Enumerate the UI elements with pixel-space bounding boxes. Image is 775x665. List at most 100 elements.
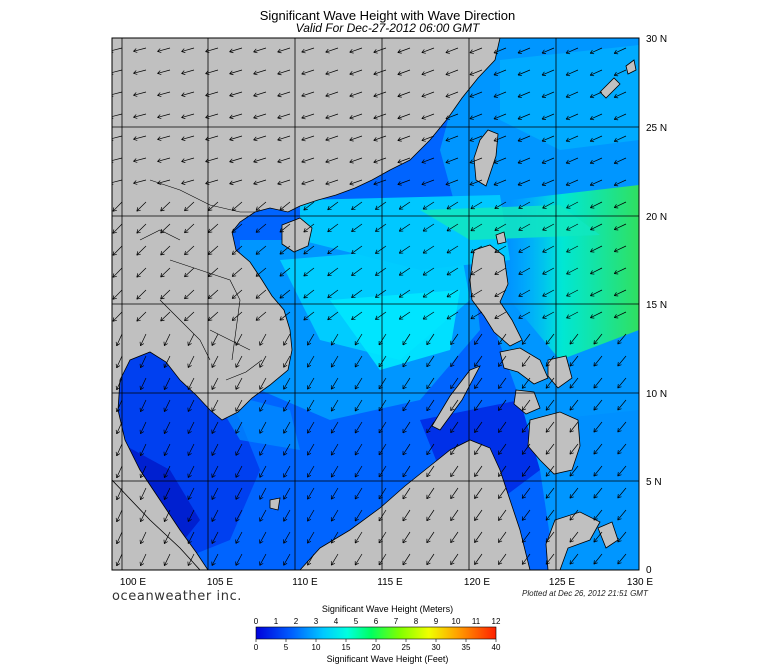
wave-arrow-head bbox=[301, 180, 305, 185]
wave-arrow-head bbox=[378, 452, 383, 456]
wave-arrow bbox=[164, 487, 171, 500]
wave-arrow-head bbox=[422, 271, 426, 276]
wave-arrow bbox=[259, 355, 267, 368]
wave-arrow-head bbox=[565, 181, 569, 186]
wave-arrow-head bbox=[470, 293, 474, 297]
wave-arrow-head bbox=[569, 474, 574, 477]
wave-arrow bbox=[187, 443, 195, 456]
wave-arrow bbox=[112, 289, 123, 300]
wave-arrow bbox=[402, 421, 411, 434]
wave-arrow bbox=[470, 201, 483, 210]
wave-arrow bbox=[545, 333, 555, 345]
wave-arrow-head bbox=[421, 140, 426, 142]
wave-arrow bbox=[373, 69, 387, 75]
wave-arrow bbox=[277, 47, 291, 53]
wave-arrow bbox=[283, 333, 291, 346]
colorbar-feet-label: 15 bbox=[342, 643, 351, 652]
wave-arrow bbox=[181, 113, 195, 118]
wave-arrow-head bbox=[205, 117, 210, 120]
green-streak bbox=[420, 205, 600, 240]
wave-arrow bbox=[205, 113, 219, 118]
wave-arrow bbox=[517, 91, 531, 98]
wave-arrow bbox=[422, 201, 435, 210]
wave-arrow-head bbox=[116, 541, 121, 545]
wave-arrow bbox=[112, 223, 123, 234]
wave-arrow-head bbox=[255, 253, 261, 255]
wave-arrow-head bbox=[522, 430, 527, 433]
wave-arrow-head bbox=[426, 364, 431, 368]
wave-arrow-head bbox=[349, 183, 354, 186]
wave-arrow bbox=[521, 553, 531, 565]
wave-arrow-head bbox=[378, 518, 383, 522]
colorbar-meter-label: 1 bbox=[274, 617, 279, 626]
wave-arrow bbox=[498, 487, 507, 499]
wave-arrow-head bbox=[253, 70, 257, 75]
wave-arrow-head bbox=[205, 136, 209, 140]
wave-arrow-head bbox=[255, 316, 258, 321]
wave-arrow bbox=[566, 289, 579, 297]
wave-arrow bbox=[116, 509, 123, 522]
wave-arrow-head bbox=[229, 73, 234, 76]
wave-arrow-head bbox=[542, 248, 545, 253]
wave-arrow bbox=[133, 157, 147, 162]
wave-arrow bbox=[614, 135, 627, 142]
wave-arrow bbox=[373, 91, 387, 97]
wave-arrow-head bbox=[378, 342, 383, 346]
colorbar-feet-label: 40 bbox=[492, 643, 501, 652]
wave-arrow-head bbox=[187, 409, 192, 412]
wave-arrow-head bbox=[565, 49, 569, 54]
wave-arrow-head bbox=[160, 231, 165, 234]
wave-arrow-head bbox=[545, 474, 550, 477]
wave-arrow bbox=[614, 179, 627, 186]
wave-arrow bbox=[277, 179, 291, 185]
wave-arrow-head bbox=[259, 563, 264, 566]
wave-arrow bbox=[303, 245, 315, 255]
wave-arrow-head bbox=[494, 314, 498, 319]
wave-arrow-head bbox=[421, 71, 425, 75]
wave-arrow-head bbox=[255, 206, 258, 211]
wave-arrow-head bbox=[565, 137, 569, 142]
wave-arrow bbox=[541, 69, 555, 76]
colorbar-feet-label: 0 bbox=[254, 643, 259, 652]
wave-arrow bbox=[373, 113, 387, 119]
wave-arrow-head bbox=[277, 158, 281, 163]
wave-arrow-head bbox=[373, 52, 378, 54]
wave-arrow-head bbox=[351, 315, 354, 320]
wave-arrow-head bbox=[229, 136, 233, 141]
wave-arrow bbox=[521, 531, 531, 543]
wave-arrow-head bbox=[184, 319, 189, 322]
wave-arrow-head bbox=[211, 541, 216, 544]
wave-arrow bbox=[378, 465, 387, 478]
wave-arrow-head bbox=[157, 183, 162, 185]
wave-arrow bbox=[498, 355, 507, 367]
wave-arrow-head bbox=[205, 183, 210, 186]
wave-arrow bbox=[590, 223, 603, 231]
wave-arrow bbox=[307, 487, 315, 500]
wave-arrow-head bbox=[181, 136, 185, 140]
wave-arrow-head bbox=[566, 140, 571, 143]
wave-arrow bbox=[116, 443, 123, 456]
wave-arrow-head bbox=[253, 95, 258, 98]
wave-arrow-head bbox=[426, 386, 431, 390]
wave-arrow-head bbox=[325, 114, 329, 119]
wave-arrow bbox=[498, 509, 507, 521]
wave-arrow-head bbox=[474, 386, 479, 389]
wave-arrow-head bbox=[160, 317, 163, 322]
wave-arrow-head bbox=[211, 387, 216, 390]
wave-arrow-head bbox=[255, 297, 261, 299]
wave-arrow bbox=[569, 377, 579, 389]
wave-arrow-head bbox=[112, 273, 115, 278]
wave-arrow-head bbox=[613, 270, 617, 274]
wave-arrow-head bbox=[301, 136, 305, 141]
wave-arrow bbox=[235, 421, 243, 434]
wave-arrow bbox=[375, 289, 387, 298]
wave-arrow-head bbox=[421, 115, 425, 119]
wave-arrow-head bbox=[136, 229, 139, 234]
wave-arrow bbox=[426, 333, 435, 345]
wave-arrow-head bbox=[303, 316, 306, 321]
wave-arrow-head bbox=[426, 518, 431, 522]
wave-arrow bbox=[469, 135, 483, 142]
wave-arrow-head bbox=[541, 159, 545, 164]
wave-arrow-head bbox=[351, 249, 354, 254]
wave-arrow bbox=[569, 443, 579, 455]
